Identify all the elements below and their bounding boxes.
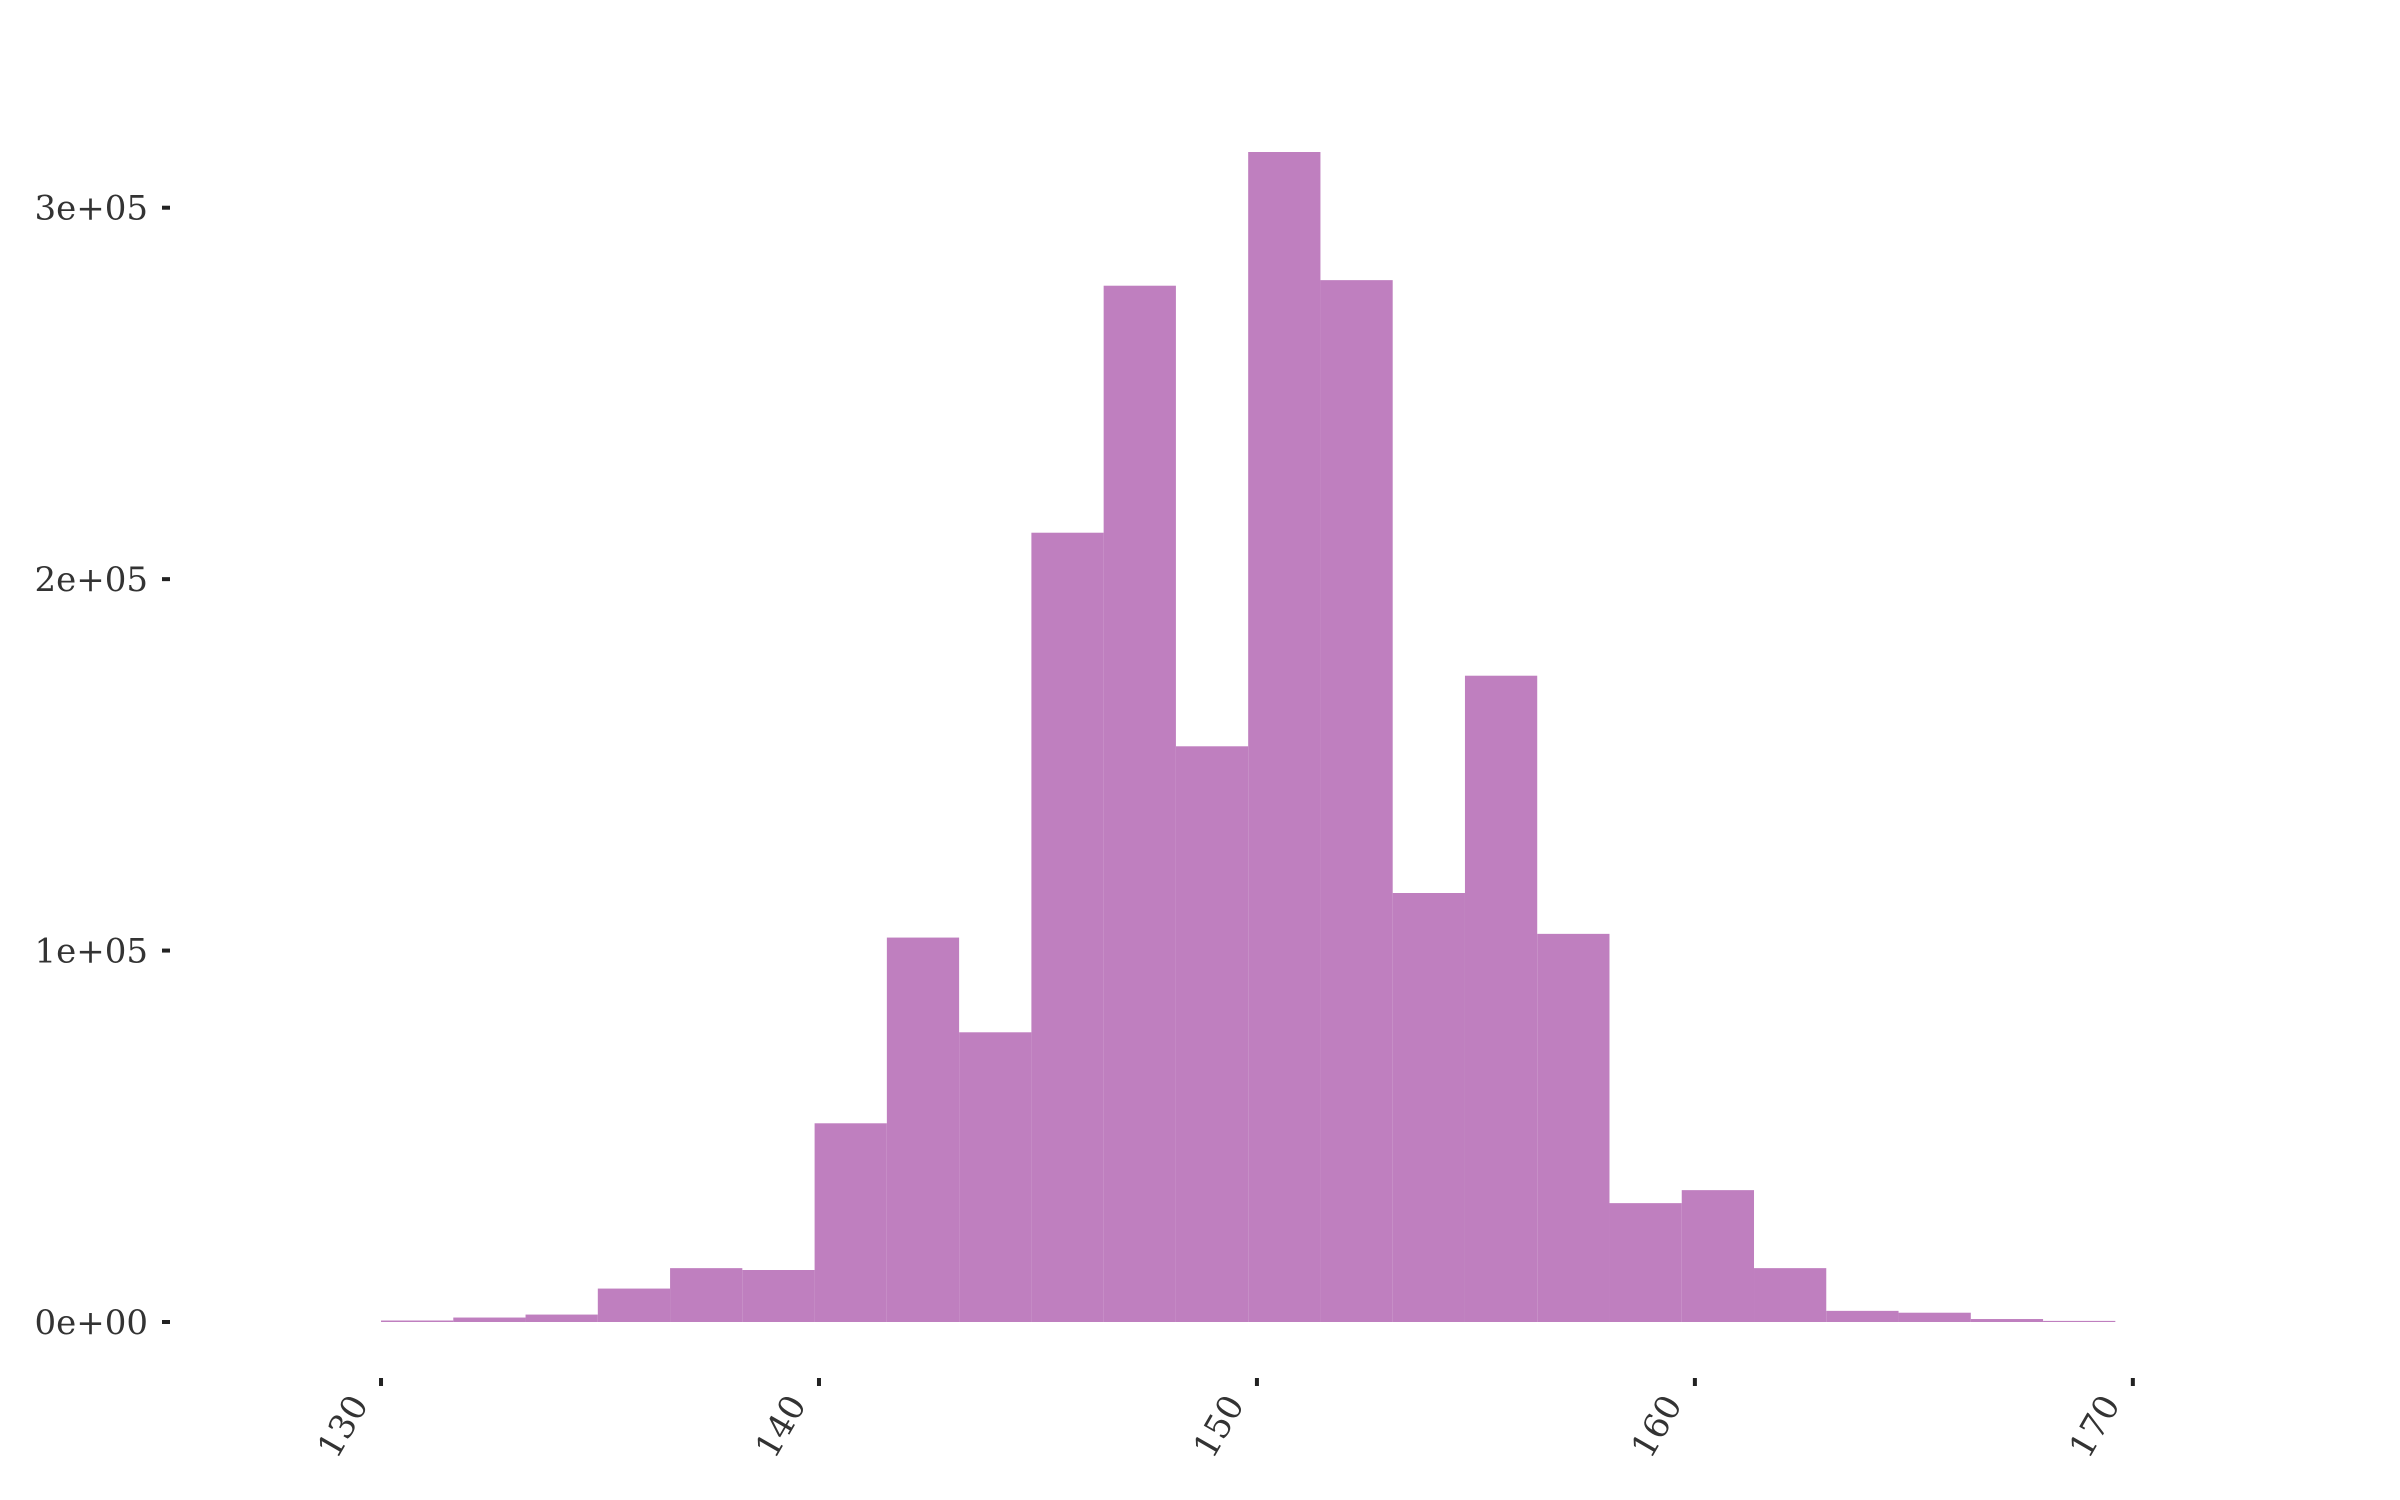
histogram-bar — [1970, 1319, 2044, 1322]
y-axis: 0e+00 1e+05 2e+05 3e+05 — [34, 189, 170, 1343]
histogram-bar — [959, 1032, 1032, 1322]
histogram-bar — [1320, 280, 1393, 1322]
histogram-bar — [381, 1320, 454, 1322]
x-tick-label: 170 — [2062, 1389, 2129, 1465]
histogram-bar — [1103, 285, 1176, 1323]
histogram-bar — [1031, 532, 1104, 1322]
x-axis: 130 140 150 160 170 — [310, 1378, 2135, 1465]
histogram-bar — [1248, 152, 1321, 1322]
x-tick-label: 140 — [748, 1389, 815, 1465]
histogram-bar — [1681, 1190, 1755, 1322]
histogram-bar — [1826, 1310, 1899, 1322]
histogram-bar — [1464, 675, 1538, 1322]
histogram-bar — [1609, 1203, 1682, 1322]
y-tick-label: 3e+05 — [34, 189, 148, 229]
histogram-bar — [597, 1288, 671, 1322]
y-tick-label: 0e+00 — [34, 1303, 148, 1343]
histogram-bar — [886, 937, 960, 1322]
x-tick-label: 150 — [1186, 1389, 1253, 1465]
histogram-bar — [525, 1314, 598, 1322]
y-tick-label: 2e+05 — [34, 560, 148, 600]
histogram-bar — [2043, 1320, 2116, 1322]
histogram-bar — [1175, 746, 1249, 1322]
histogram-bar — [670, 1268, 743, 1322]
histogram-bar — [1537, 933, 1610, 1322]
histogram-bar — [1754, 1268, 1827, 1322]
x-tick-label: 130 — [310, 1389, 377, 1465]
bar-group — [381, 152, 2116, 1323]
x-tick-label: 160 — [1624, 1389, 1691, 1465]
histogram-bar — [1898, 1312, 1971, 1322]
histogram-bar — [1392, 893, 1465, 1322]
histogram-bar — [814, 1123, 887, 1322]
histogram-bar — [453, 1317, 526, 1322]
y-tick-label: 1e+05 — [34, 932, 148, 972]
histogram-bar — [742, 1270, 815, 1322]
